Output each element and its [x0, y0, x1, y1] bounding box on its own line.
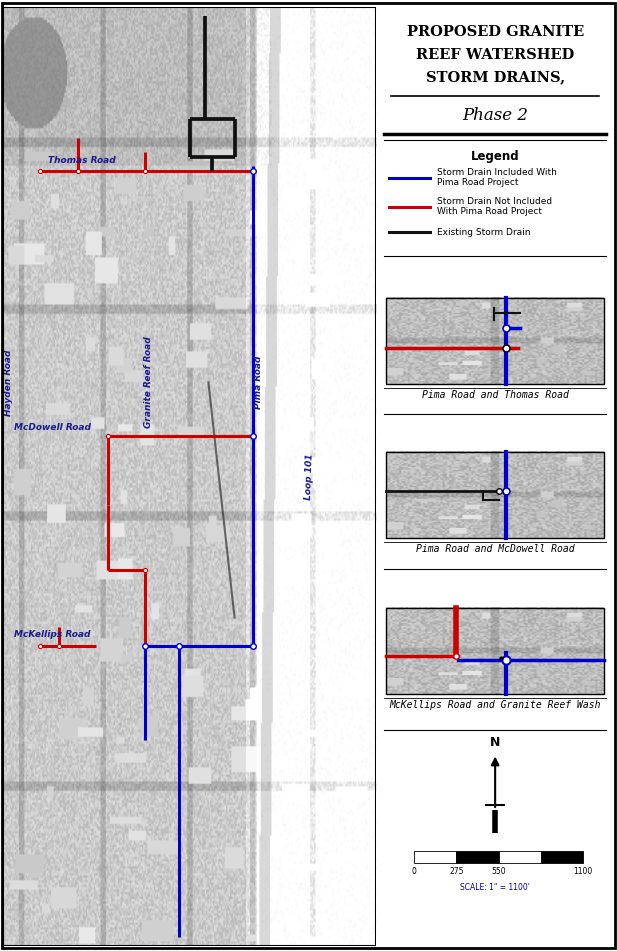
- Text: Pima Road: Pima Road: [254, 356, 263, 409]
- Bar: [386, 298, 604, 384]
- Text: 1100: 1100: [573, 867, 593, 876]
- Text: Legend: Legend: [471, 150, 520, 164]
- Text: 0: 0: [412, 867, 416, 876]
- Text: Storm Drain Not Included
With Pima Road Project: Storm Drain Not Included With Pima Road …: [437, 197, 552, 217]
- Text: 550: 550: [491, 867, 506, 876]
- Text: Phase 2: Phase 2: [462, 107, 528, 125]
- Text: Granite Reef Road: Granite Reef Road: [144, 337, 153, 428]
- Bar: [457, 851, 499, 863]
- Text: PROPOSED GRANITE: PROPOSED GRANITE: [407, 26, 584, 39]
- Text: Existing Storm Drain: Existing Storm Drain: [437, 227, 531, 237]
- Text: N: N: [490, 736, 500, 749]
- Text: Hayden Road: Hayden Road: [4, 349, 13, 416]
- Text: SCALE: 1" = 1100': SCALE: 1" = 1100': [460, 883, 530, 892]
- Text: REEF WATERSHED: REEF WATERSHED: [416, 48, 574, 62]
- Bar: [499, 851, 541, 863]
- Bar: [414, 851, 457, 863]
- Text: McKellips Road: McKellips Road: [14, 630, 91, 639]
- Text: 275: 275: [449, 867, 463, 876]
- Text: Storm Drain Included With
Pima Road Project: Storm Drain Included With Pima Road Proj…: [437, 168, 557, 187]
- Text: Thomas Road: Thomas Road: [48, 156, 115, 165]
- Bar: [386, 452, 604, 538]
- Text: McKellips Road and Granite Reef Wash: McKellips Road and Granite Reef Wash: [389, 700, 601, 710]
- Text: Loop 101: Loop 101: [304, 453, 315, 500]
- Bar: [386, 608, 604, 694]
- Text: Pima Road and Thomas Road: Pima Road and Thomas Road: [421, 390, 569, 400]
- Text: Pima Road and McDowell Road: Pima Road and McDowell Road: [416, 544, 574, 554]
- Text: STORM DRAINS,: STORM DRAINS,: [426, 70, 565, 85]
- Text: McDowell Road: McDowell Road: [14, 423, 91, 433]
- Bar: [541, 851, 583, 863]
